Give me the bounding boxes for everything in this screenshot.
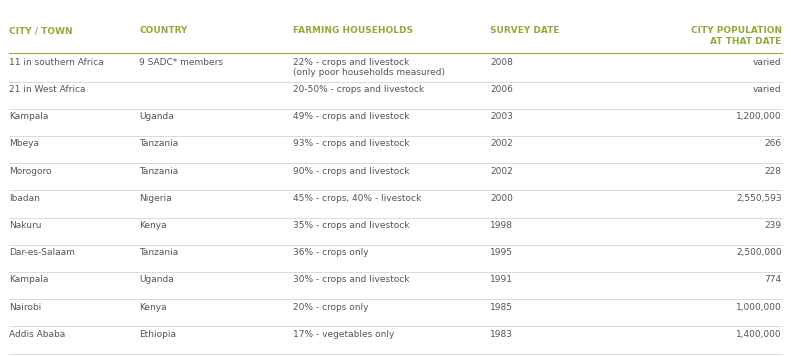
Text: Uganda: Uganda (139, 112, 174, 121)
Text: 36% - crops only: 36% - crops only (293, 248, 369, 257)
Text: COUNTRY: COUNTRY (139, 26, 187, 35)
Text: 1995: 1995 (490, 248, 513, 257)
Text: 774: 774 (765, 276, 782, 284)
Text: Nakuru: Nakuru (9, 221, 42, 230)
Text: 1985: 1985 (490, 303, 513, 312)
Text: 30% - crops and livestock: 30% - crops and livestock (293, 276, 410, 284)
Text: 266: 266 (765, 140, 782, 148)
Text: CITY / TOWN: CITY / TOWN (9, 26, 73, 35)
Text: Kampala: Kampala (9, 112, 48, 121)
Text: 239: 239 (765, 221, 782, 230)
Text: 9 SADC* members: 9 SADC* members (139, 58, 223, 67)
Text: 17% - vegetables only: 17% - vegetables only (293, 330, 395, 339)
Text: 49% - crops and livestock: 49% - crops and livestock (293, 112, 410, 121)
Text: Tanzania: Tanzania (139, 140, 179, 148)
Text: 2,550,593: 2,550,593 (736, 194, 782, 203)
Text: 228: 228 (765, 167, 782, 176)
Text: Dar-es-Salaam: Dar-es-Salaam (9, 248, 75, 257)
Text: 93% - crops and livestock: 93% - crops and livestock (293, 140, 410, 148)
Text: Uganda: Uganda (139, 276, 174, 284)
Text: Ibadan: Ibadan (9, 194, 40, 203)
Text: Nigeria: Nigeria (139, 194, 172, 203)
Text: 2002: 2002 (490, 140, 513, 148)
Text: Tanzania: Tanzania (139, 248, 179, 257)
Text: 22% - crops and livestock
(only poor households measured): 22% - crops and livestock (only poor hou… (293, 58, 445, 77)
Text: 45% - crops, 40% - livestock: 45% - crops, 40% - livestock (293, 194, 422, 203)
Text: 11 in southern Africa: 11 in southern Africa (9, 58, 104, 67)
Text: 1,400,000: 1,400,000 (736, 330, 782, 339)
Text: 2002: 2002 (490, 167, 513, 176)
Text: 2008: 2008 (490, 58, 513, 67)
Text: Addis Ababa: Addis Ababa (9, 330, 66, 339)
Text: 2000: 2000 (490, 194, 513, 203)
Text: 2006: 2006 (490, 85, 513, 94)
Text: Tanzania: Tanzania (139, 167, 179, 176)
Text: Mbeya: Mbeya (9, 140, 40, 148)
Text: 35% - crops and livestock: 35% - crops and livestock (293, 221, 410, 230)
Text: SURVEY DATE: SURVEY DATE (490, 26, 559, 35)
Text: 21 in West Africa: 21 in West Africa (9, 85, 85, 94)
Text: Ethiopia: Ethiopia (139, 330, 176, 339)
Text: 1,000,000: 1,000,000 (736, 303, 782, 312)
Text: 90% - crops and livestock: 90% - crops and livestock (293, 167, 410, 176)
Text: 1983: 1983 (490, 330, 513, 339)
Text: Morogoro: Morogoro (9, 167, 51, 176)
Text: varied: varied (753, 85, 782, 94)
Text: 2,500,000: 2,500,000 (736, 248, 782, 257)
Text: 1,200,000: 1,200,000 (736, 112, 782, 121)
Text: 1998: 1998 (490, 221, 513, 230)
Text: Kenya: Kenya (139, 221, 167, 230)
Text: varied: varied (753, 58, 782, 67)
Text: CITY POPULATION
AT THAT DATE: CITY POPULATION AT THAT DATE (691, 26, 782, 46)
Text: 20-50% - crops and livestock: 20-50% - crops and livestock (293, 85, 424, 94)
Text: Kampala: Kampala (9, 276, 48, 284)
Text: 20% - crops only: 20% - crops only (293, 303, 369, 312)
Text: Nairobi: Nairobi (9, 303, 41, 312)
Text: FARMING HOUSEHOLDS: FARMING HOUSEHOLDS (293, 26, 413, 35)
Text: 2003: 2003 (490, 112, 513, 121)
Text: Kenya: Kenya (139, 303, 167, 312)
Text: 1991: 1991 (490, 276, 513, 284)
